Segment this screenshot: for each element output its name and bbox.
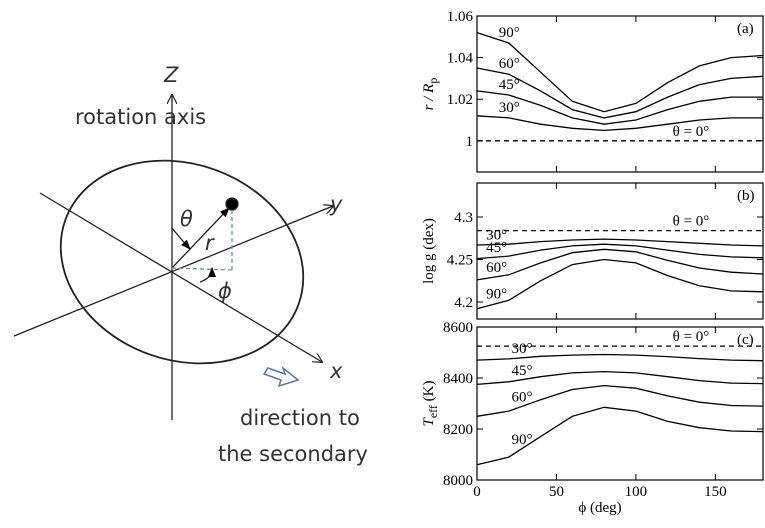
series-label: θ = 0° xyxy=(673,214,710,230)
y-tick-label: 8600 xyxy=(443,320,473,336)
series-label: 30° xyxy=(486,228,507,244)
line-chart: 8000 8200 8400 8600 0 50 100 150 ϕ (deg) (c) Teff … xyxy=(421,320,764,516)
z-label: Z xyxy=(163,63,179,87)
y-axis-label: Teff (K) xyxy=(421,380,440,426)
panel-label: (b) xyxy=(737,188,755,204)
phi-label: ϕ xyxy=(218,279,232,303)
series-line xyxy=(476,67,764,119)
y-axis xyxy=(13,206,333,337)
series-label: 90° xyxy=(511,432,532,448)
series-line xyxy=(476,406,764,466)
direction-arrow xyxy=(262,365,300,388)
x-tick-label: 0 xyxy=(473,484,481,500)
y-axis-label-part: (K) xyxy=(421,380,437,405)
y-axis-label-part: p xyxy=(426,78,440,84)
y-tick-label: 4.2 xyxy=(454,295,473,311)
series-line xyxy=(476,353,764,362)
series-line xyxy=(476,115,763,132)
series-line xyxy=(476,258,764,310)
y-tick-label: 8400 xyxy=(443,371,473,387)
series-label: θ = 0° xyxy=(673,329,710,345)
series-line xyxy=(476,238,764,247)
panel-label: (c) xyxy=(737,332,754,348)
theta-arc xyxy=(171,227,191,250)
ellipse xyxy=(59,159,305,365)
line-chart: 4.2 4.25 4.3 (b) log g (dex) θ = 0° 30°45° 60° 9… xyxy=(421,182,764,320)
y-axis-label-part: eff xyxy=(426,405,440,418)
x-axis-label: ϕ (deg) xyxy=(578,500,621,516)
plot-frame xyxy=(476,15,764,173)
r-label: r xyxy=(205,231,215,255)
y-tick-label: 8000 xyxy=(443,473,473,489)
series-line xyxy=(476,31,764,113)
y-tick-label: 1.02 xyxy=(447,92,473,108)
series-label: 60° xyxy=(486,260,507,276)
y-axis-label: log g (dex) xyxy=(421,218,437,284)
panel-label: (a) xyxy=(737,21,754,37)
axis-label: rotation axis xyxy=(75,105,206,129)
x-tick-label: 100 xyxy=(625,484,648,500)
y-tick-label: 8200 xyxy=(443,422,473,438)
series-label: 30° xyxy=(511,341,532,357)
direction-label: direction to xyxy=(240,406,360,430)
direction-label: the secondary xyxy=(218,442,368,466)
series-label: 45° xyxy=(486,240,507,256)
series-label: 90° xyxy=(486,287,507,303)
series-line xyxy=(476,248,764,281)
line-chart: 1 1.02 1.04 1.06 (a) r / Rp θ = 0° 30° 45° 60° 90° xyxy=(421,9,764,173)
x-tick-label: 50 xyxy=(549,484,564,500)
series-label: θ = 0° xyxy=(673,124,710,140)
series-label: 60° xyxy=(511,390,532,406)
series-line xyxy=(476,90,763,125)
y-axis-label-part: r / R xyxy=(421,84,437,111)
phi-arc xyxy=(199,267,216,283)
y-tick-label: 1.04 xyxy=(447,51,474,67)
r-vector xyxy=(171,207,230,269)
series-line xyxy=(476,370,764,386)
series-label: 30° xyxy=(499,100,520,116)
y-tick-label: 1.06 xyxy=(447,9,474,25)
y-axis-label-part: T xyxy=(421,417,437,427)
series-label: 60° xyxy=(499,56,520,72)
series-line xyxy=(476,384,764,417)
plot-frame xyxy=(476,326,764,481)
y-axis-label: r / Rp xyxy=(421,78,440,111)
series-line xyxy=(476,243,764,260)
x-tick-label: 150 xyxy=(704,484,727,500)
y-axis-label-part: log g (dex) xyxy=(421,218,437,284)
x-label: x xyxy=(329,359,343,383)
y-tick-label: 4.25 xyxy=(447,253,473,269)
theta-label: θ xyxy=(180,207,193,231)
projection xyxy=(171,267,233,271)
series-label: 90° xyxy=(499,25,520,41)
x-axis xyxy=(39,192,322,362)
point xyxy=(225,197,239,211)
series-label: 45° xyxy=(499,77,520,93)
plot-frame xyxy=(476,182,764,320)
diagram: Z rotation axis y θ r ϕ x direction to t… xyxy=(13,63,368,466)
series-label: 45° xyxy=(511,363,532,379)
y-tick-label: 1 xyxy=(466,134,474,150)
y-tick-label: 4.3 xyxy=(454,210,473,226)
y-label: y xyxy=(329,192,343,216)
